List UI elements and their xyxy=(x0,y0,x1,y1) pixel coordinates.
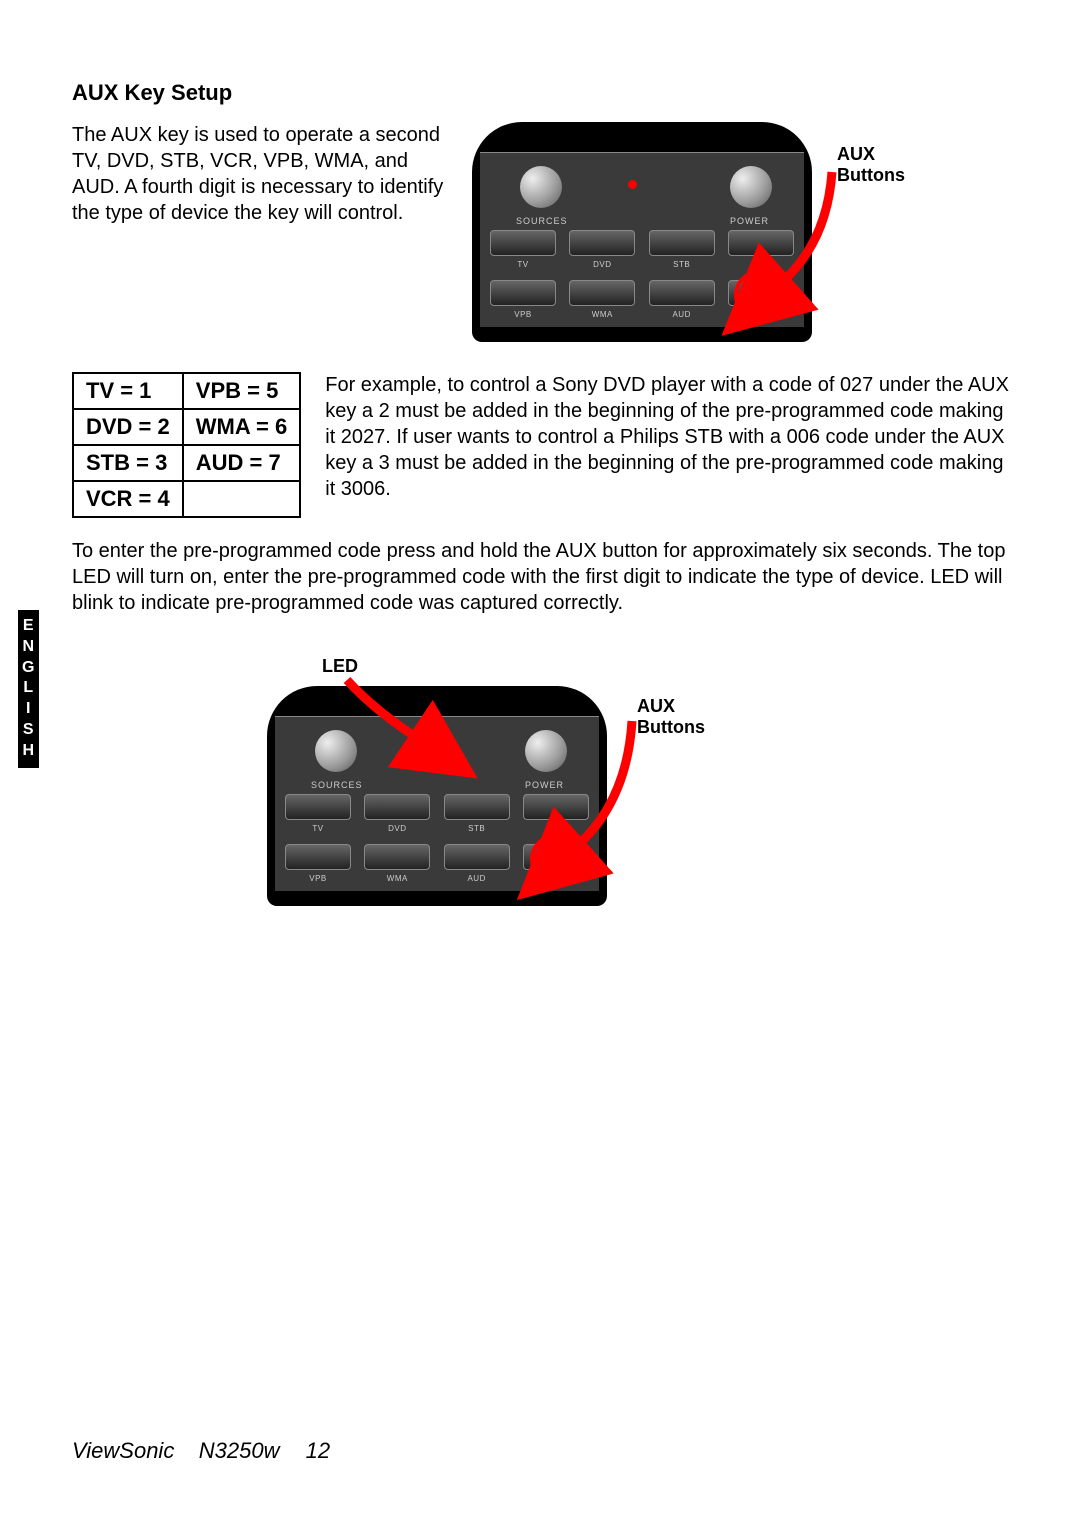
led-indicator xyxy=(628,180,637,189)
led-arrow-icon xyxy=(322,668,452,768)
cell-aud: AUD = 7 xyxy=(183,445,300,481)
cell-vpb: VPB = 5 xyxy=(183,373,300,409)
aux-buttons-callout-2: AUX Buttons xyxy=(637,696,705,737)
remote-figure-2: LED SOURCES POWER TV DVD STB xyxy=(212,656,772,936)
power-button xyxy=(730,166,772,208)
aud-button xyxy=(649,280,715,306)
cell-empty xyxy=(183,481,300,517)
page-content: AUX Key Setup The AUX key is used to ope… xyxy=(72,80,1012,936)
device-code-table: TV = 1 VPB = 5 DVD = 2 WMA = 6 STB = 3 A… xyxy=(72,372,301,518)
aux-buttons-callout: AUX Buttons xyxy=(837,144,905,185)
stb-button xyxy=(649,230,715,256)
cell-tv: TV = 1 xyxy=(73,373,183,409)
cell-wma: WMA = 6 xyxy=(183,409,300,445)
sources-label: SOURCES xyxy=(516,216,568,226)
section-title: AUX Key Setup xyxy=(72,80,1012,106)
footer-model: N3250w xyxy=(199,1438,280,1463)
power-label-2: POWER xyxy=(525,780,564,790)
stb-label: STB xyxy=(649,260,715,269)
cell-vcr: VCR = 4 xyxy=(73,481,183,517)
power-button-2 xyxy=(525,730,567,772)
language-tab: ENGLISH xyxy=(18,610,39,768)
wma-label: WMA xyxy=(569,310,635,319)
vpb-label: VPB xyxy=(490,310,556,319)
cell-stb: STB = 3 xyxy=(73,445,183,481)
intro-paragraph: The AUX key is used to operate a second … xyxy=(72,122,452,226)
footer-page-number: 12 xyxy=(306,1438,330,1463)
remote-figure-1: SOURCES POWER TV DVD STB xyxy=(472,122,852,342)
power-label: POWER xyxy=(730,216,769,226)
vpb-button xyxy=(490,280,556,306)
example-paragraph: For example, to control a Sony DVD playe… xyxy=(325,372,1012,502)
footer-brand: ViewSonic xyxy=(72,1438,174,1463)
tv-button xyxy=(490,230,556,256)
dvd-label: DVD xyxy=(569,260,635,269)
cell-dvd: DVD = 2 xyxy=(73,409,183,445)
page-footer: ViewSonic N3250w 12 xyxy=(72,1438,330,1464)
aud-label: AUD xyxy=(649,310,715,319)
sources-button xyxy=(520,166,562,208)
sources-label-2: SOURCES xyxy=(311,780,363,790)
wma-button xyxy=(569,280,635,306)
instructions-paragraph: To enter the pre-programmed code press a… xyxy=(72,538,1012,616)
tv-label: TV xyxy=(490,260,556,269)
dvd-button xyxy=(569,230,635,256)
